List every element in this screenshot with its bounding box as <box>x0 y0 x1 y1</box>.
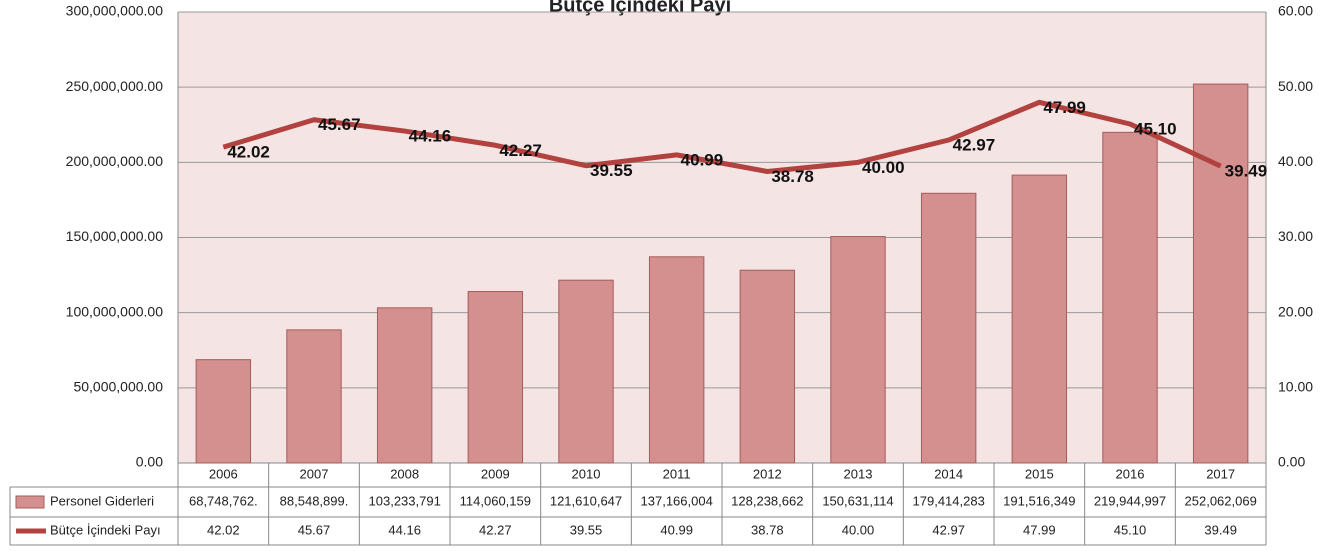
x-tick-label: 2016 <box>1116 466 1145 481</box>
legend-label: Personel Giderleri <box>50 493 154 508</box>
table-cell: 103,233,791 <box>369 493 441 508</box>
table-cell: 47.99 <box>1023 522 1056 537</box>
data-label: 47.99 <box>1043 98 1086 117</box>
table-cell: 179,414,283 <box>913 493 985 508</box>
bar <box>558 279 614 464</box>
y2-tick-label: 20.00 <box>1278 303 1313 319</box>
y2-tick-label: 60.00 <box>1278 3 1313 19</box>
table-cell: 137,166,004 <box>641 493 713 508</box>
table-cell: 44.16 <box>388 522 421 537</box>
y-tick-label: 150,000,000.00 <box>66 228 164 244</box>
table-cell: 150,631,114 <box>822 493 893 508</box>
chart-title: Bütçe İçindeki Payı <box>549 0 731 16</box>
x-tick-label: 2017 <box>1206 466 1235 481</box>
data-label: 42.27 <box>499 141 542 160</box>
x-tick-label: 2013 <box>844 466 873 481</box>
y2-tick-label: 10.00 <box>1278 379 1313 395</box>
table-cell: 42.27 <box>479 522 512 537</box>
y-tick-label: 0.00 <box>136 454 163 470</box>
x-tick-label: 2010 <box>572 466 601 481</box>
y-tick-label: 200,000,000.00 <box>66 153 164 169</box>
x-tick-label: 2009 <box>481 466 510 481</box>
y-tick-label: 250,000,000.00 <box>66 78 164 94</box>
data-label: 39.55 <box>590 161 633 180</box>
bar <box>467 291 524 464</box>
bar <box>739 269 796 464</box>
data-label: 40.99 <box>681 150 724 169</box>
data-label: 42.97 <box>953 135 996 154</box>
data-label: 44.16 <box>409 127 452 146</box>
table-cell: 114,060,159 <box>460 493 531 508</box>
x-tick-label: 2014 <box>934 466 963 481</box>
table-cell: 252,062,069 <box>1185 493 1257 508</box>
x-tick-label: 2008 <box>390 466 419 481</box>
bar <box>648 256 705 464</box>
data-label: 38.78 <box>771 167 814 186</box>
table-cell: 191,516,349 <box>1003 493 1075 508</box>
legend-label: Bütçe İçindeki Payı <box>50 522 161 537</box>
table-cell: 42.97 <box>932 522 965 537</box>
data-label: 45.67 <box>318 115 361 134</box>
table-cell: 128,238,662 <box>731 493 803 508</box>
x-tick-label: 2006 <box>209 466 238 481</box>
table-cell: 38.78 <box>751 522 784 537</box>
y-tick-label: 300,000,000.00 <box>66 3 164 19</box>
y2-tick-label: 30.00 <box>1278 228 1313 244</box>
bar <box>195 359 252 464</box>
table-cell: 88,548,899. <box>280 493 349 508</box>
x-tick-label: 2011 <box>663 466 691 481</box>
y2-tick-label: 50.00 <box>1278 78 1313 94</box>
data-label: 39.49 <box>1225 162 1268 181</box>
y2-tick-label: 40.00 <box>1278 153 1313 169</box>
table-cell: 45.67 <box>298 522 331 537</box>
table-cell: 219,944,997 <box>1094 493 1166 508</box>
y2-tick-label: 0.00 <box>1278 454 1305 470</box>
table-cell: 121,610,647 <box>550 493 622 508</box>
bar <box>1192 83 1249 464</box>
table-cell: 40.99 <box>660 522 693 537</box>
bar <box>830 236 886 464</box>
bar <box>286 329 342 464</box>
table-cell: 42.02 <box>207 522 240 537</box>
x-tick-label: 2012 <box>753 466 782 481</box>
y-tick-label: 50,000,000.00 <box>73 379 163 395</box>
line <box>222 99 1222 175</box>
x-tick-label: 2007 <box>300 466 329 481</box>
legend-key <box>15 495 45 509</box>
y-tick-label: 100,000,000.00 <box>66 303 164 319</box>
table-cell: 40.00 <box>842 522 875 537</box>
data-label: 40.00 <box>862 158 905 177</box>
data-label: 45.10 <box>1134 119 1177 138</box>
table-cell: 39.49 <box>1204 522 1237 537</box>
table-cell: 39.55 <box>570 522 603 537</box>
x-tick-label: 2015 <box>1025 466 1054 481</box>
table-cell: 68,748,762. <box>189 493 258 508</box>
table-cell: 45.10 <box>1114 522 1147 537</box>
bar <box>1102 131 1158 464</box>
bar <box>1011 174 1068 464</box>
bar <box>376 307 433 464</box>
data-label: 42.02 <box>227 143 270 162</box>
bar <box>920 192 977 464</box>
